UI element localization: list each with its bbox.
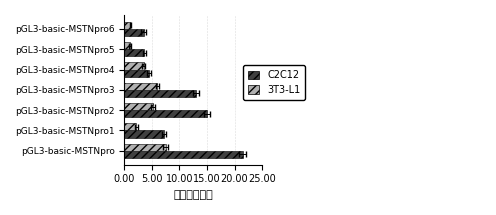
Bar	[124, 62, 144, 69]
Bar	[124, 123, 136, 131]
Bar	[124, 103, 153, 110]
Bar	[124, 22, 130, 29]
Bar	[124, 131, 164, 138]
Bar	[124, 42, 130, 49]
Bar	[124, 90, 196, 97]
Bar	[124, 110, 207, 117]
Bar	[124, 151, 243, 158]
Bar	[124, 144, 166, 151]
X-axis label: 荞光素酶活性: 荞光素酶活性	[173, 190, 213, 200]
Legend: C2C12, 3T3-L1: C2C12, 3T3-L1	[243, 65, 306, 100]
Bar	[124, 69, 149, 77]
Bar	[124, 83, 157, 90]
Bar	[124, 29, 144, 36]
Bar	[124, 49, 144, 56]
